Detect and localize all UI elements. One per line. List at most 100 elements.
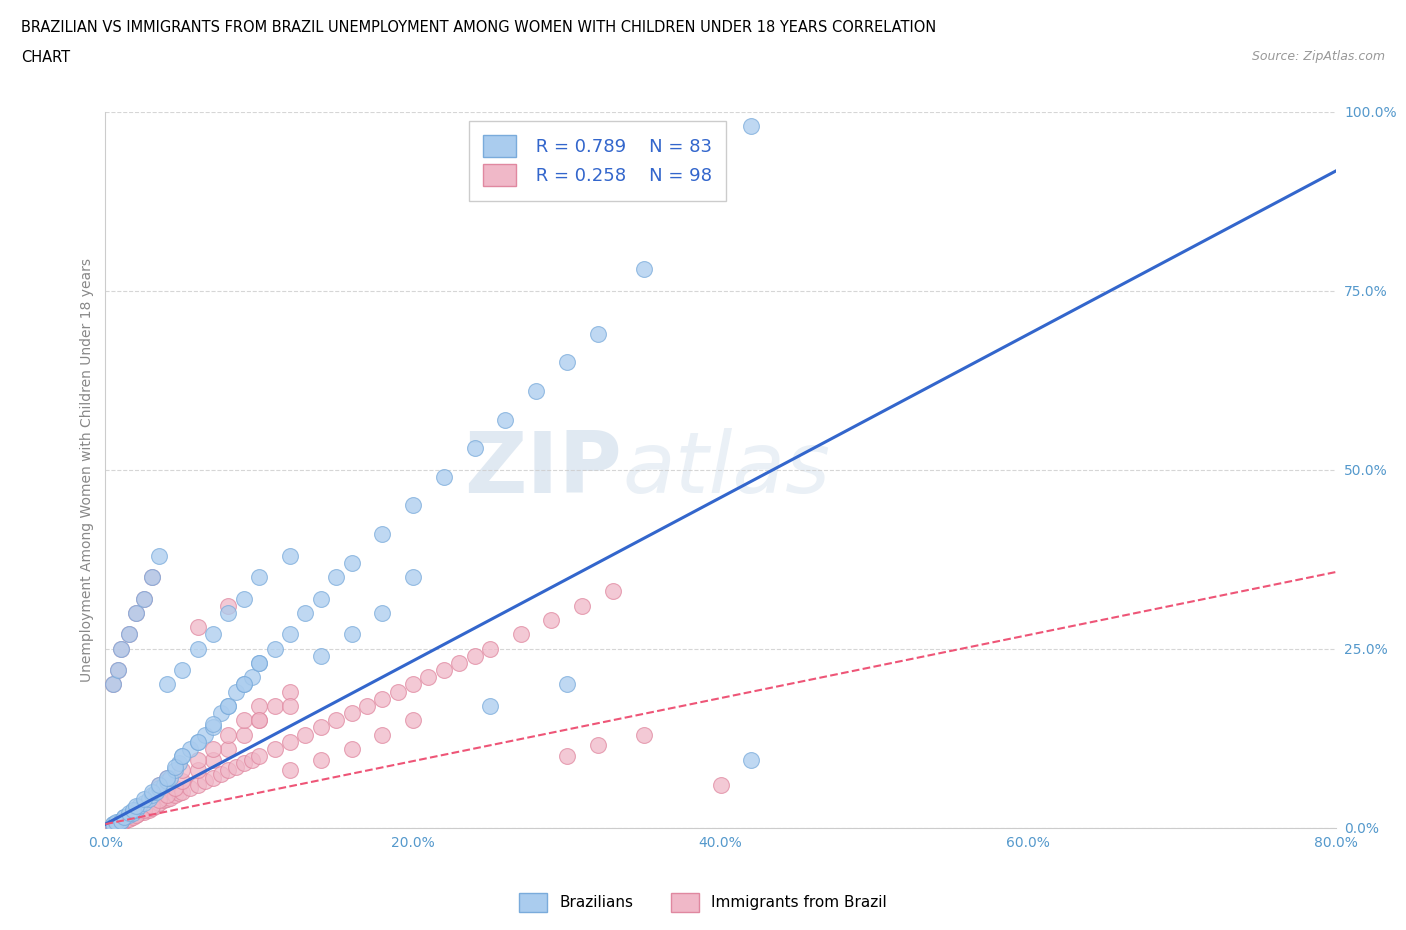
- Point: [187, 642, 209, 657]
- Point: [132, 795, 155, 810]
- Point: [247, 656, 270, 671]
- Point: [247, 569, 270, 585]
- Point: [263, 642, 285, 657]
- Point: [187, 777, 209, 792]
- Point: [232, 756, 254, 771]
- Point: [247, 712, 270, 727]
- Point: [433, 663, 456, 678]
- Point: [218, 763, 240, 777]
- Legend:  R = 0.789    N = 83,  R = 0.258    N = 98: R = 0.789 N = 83, R = 0.258 N = 98: [468, 121, 727, 201]
- Point: [387, 684, 409, 699]
- Point: [602, 584, 624, 599]
- Point: [117, 627, 139, 642]
- Point: [153, 793, 176, 808]
- Legend: Brazilians, Immigrants from Brazil: Brazilians, Immigrants from Brazil: [513, 887, 893, 918]
- Point: [710, 777, 733, 792]
- Point: [278, 735, 301, 750]
- Point: [132, 791, 155, 806]
- Point: [247, 712, 270, 727]
- Point: [107, 815, 129, 830]
- Point: [263, 741, 285, 756]
- Point: [141, 569, 163, 585]
- Point: [325, 712, 347, 727]
- Point: [110, 815, 132, 830]
- Point: [218, 698, 240, 713]
- Point: [125, 605, 148, 620]
- Y-axis label: Unemployment Among Women with Children Under 18 years: Unemployment Among Women with Children U…: [80, 258, 94, 682]
- Point: [218, 698, 240, 713]
- Point: [108, 816, 131, 830]
- Point: [509, 627, 531, 642]
- Point: [209, 706, 232, 721]
- Point: [172, 785, 194, 800]
- Point: [172, 763, 194, 777]
- Point: [122, 809, 145, 824]
- Point: [402, 569, 425, 585]
- Point: [163, 760, 186, 775]
- Point: [138, 803, 160, 817]
- Point: [141, 788, 163, 803]
- Point: [107, 817, 129, 831]
- Point: [740, 118, 762, 133]
- Point: [125, 807, 148, 822]
- Point: [356, 698, 378, 713]
- Point: [101, 817, 124, 831]
- Point: [101, 817, 124, 831]
- Point: [105, 817, 128, 831]
- Point: [148, 795, 170, 810]
- Point: [371, 727, 394, 742]
- Point: [172, 774, 194, 789]
- Point: [555, 749, 578, 764]
- Point: [125, 803, 148, 817]
- Point: [132, 804, 155, 819]
- Point: [117, 807, 139, 822]
- Point: [740, 752, 762, 767]
- Point: [156, 677, 179, 692]
- Point: [263, 698, 285, 713]
- Point: [169, 756, 191, 771]
- Point: [117, 812, 139, 827]
- Point: [132, 591, 155, 606]
- Point: [112, 813, 135, 828]
- Point: [110, 816, 132, 830]
- Point: [101, 818, 124, 833]
- Point: [145, 785, 167, 800]
- Point: [110, 813, 132, 828]
- Point: [340, 741, 363, 756]
- Point: [278, 548, 301, 563]
- Point: [247, 656, 270, 671]
- Point: [125, 605, 148, 620]
- Point: [187, 752, 209, 767]
- Text: CHART: CHART: [21, 50, 70, 65]
- Point: [540, 613, 562, 628]
- Point: [202, 720, 225, 735]
- Point: [202, 741, 225, 756]
- Point: [278, 763, 301, 777]
- Point: [120, 810, 141, 825]
- Point: [586, 737, 609, 752]
- Point: [402, 498, 425, 513]
- Point: [148, 548, 170, 563]
- Point: [325, 569, 347, 585]
- Point: [128, 806, 150, 821]
- Point: [110, 813, 132, 828]
- Text: Source: ZipAtlas.com: Source: ZipAtlas.com: [1251, 50, 1385, 63]
- Point: [148, 781, 170, 796]
- Point: [187, 735, 209, 750]
- Point: [159, 790, 181, 805]
- Point: [163, 763, 186, 777]
- Point: [524, 383, 547, 398]
- Point: [478, 698, 501, 713]
- Point: [138, 791, 160, 806]
- Point: [232, 727, 254, 742]
- Point: [232, 677, 254, 692]
- Point: [555, 677, 578, 692]
- Point: [278, 698, 301, 713]
- Point: [402, 677, 425, 692]
- Point: [202, 770, 225, 785]
- Point: [218, 741, 240, 756]
- Point: [156, 770, 179, 785]
- Point: [309, 591, 332, 606]
- Point: [202, 627, 225, 642]
- Point: [225, 684, 247, 699]
